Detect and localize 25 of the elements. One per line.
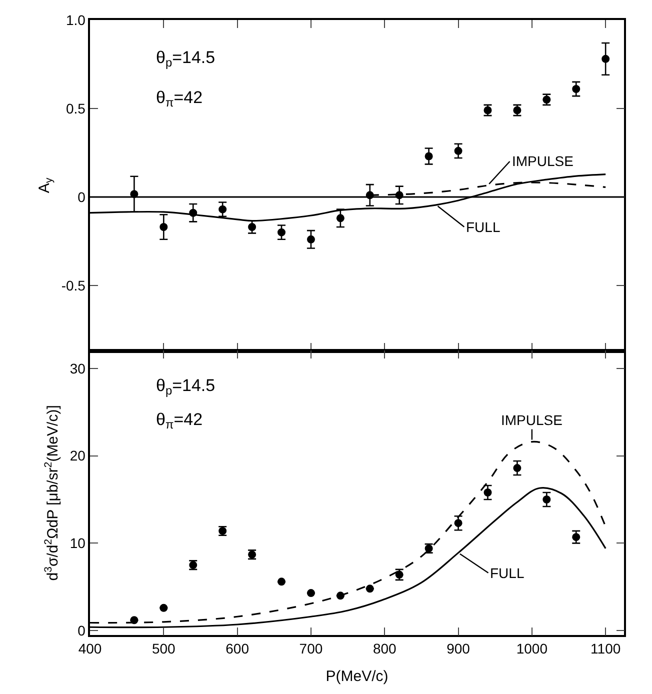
series-label: IMPULSE xyxy=(501,412,562,428)
series-label: IMPULSE xyxy=(512,153,574,169)
x-axis-title: P(MeV/c) xyxy=(326,668,388,686)
x-tick-label: 700 xyxy=(299,640,323,657)
y-tick-label: 1.0 xyxy=(66,12,86,28)
annotation: θ$_{π}$=42 xyxy=(156,88,203,110)
x-tick-label: 400 xyxy=(78,640,102,657)
series-label: FULL xyxy=(466,219,500,235)
x-tick-label: 1100 xyxy=(590,640,621,657)
text: FULL xyxy=(490,565,524,581)
annotation: θ$_{p}$=14.5 xyxy=(156,376,216,398)
annotation: θ$_{p}$=14.5 xyxy=(156,48,216,70)
x-tick-label: 1000 xyxy=(516,640,548,657)
x-tick-label: 900 xyxy=(446,640,470,657)
y-tick-label: 0.5 xyxy=(66,100,86,116)
y-tick-label: 0 xyxy=(78,188,86,205)
annotation: θ$_{π}$=42 xyxy=(156,410,203,432)
x-tick-label: 800 xyxy=(372,640,397,657)
y-tick-label: 10 xyxy=(70,535,86,552)
y-tick-label: 30 xyxy=(70,360,86,376)
y-tick-label: 20 xyxy=(70,448,86,464)
y-tick-label: 0 xyxy=(78,622,86,639)
y-tick-label: -0.5 xyxy=(61,277,86,294)
x-tick-label: 600 xyxy=(226,640,250,657)
x-tick-label: 500 xyxy=(152,640,176,657)
